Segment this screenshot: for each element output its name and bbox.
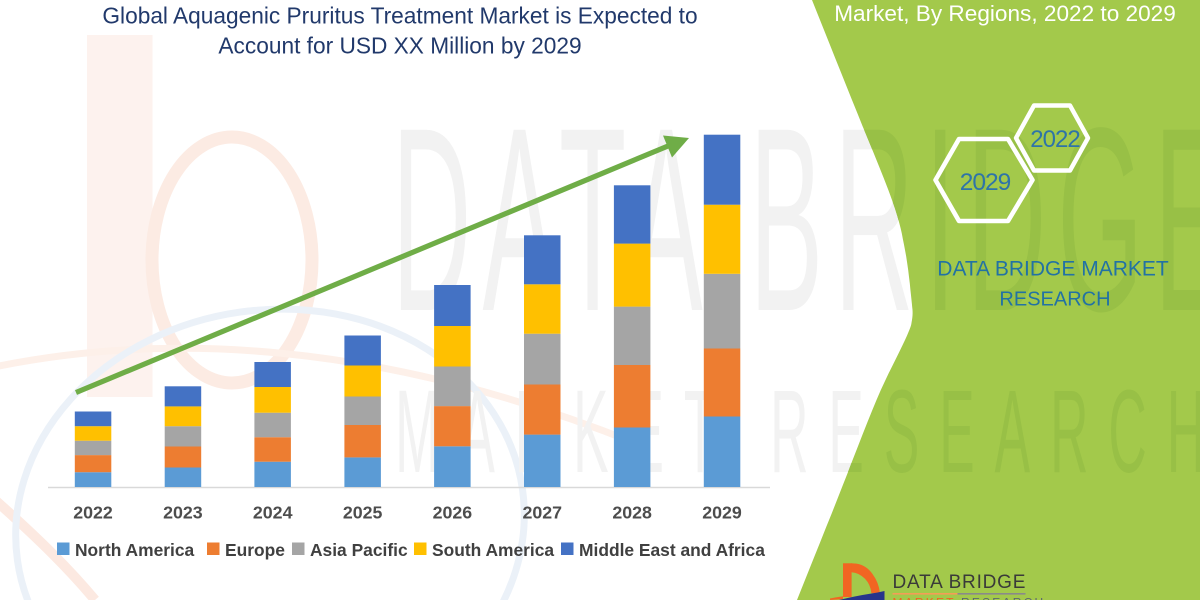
svg-text:2025: 2025 — [343, 503, 383, 523]
svg-text:Asia Pacific: Asia Pacific — [310, 540, 408, 560]
svg-text:2028: 2028 — [612, 503, 652, 523]
svg-text:2026: 2026 — [433, 503, 473, 523]
svg-text:Account for USD XX Million by: Account for USD XX Million by 2029 — [218, 32, 581, 58]
svg-text:2027: 2027 — [523, 503, 563, 523]
svg-text:Market, By Regions, 2022 to 20: Market, By Regions, 2022 to 2029 — [834, 1, 1176, 26]
svg-text:RESEARCH: RESEARCH — [999, 289, 1110, 311]
svg-text:DATA BRIDGE: DATA BRIDGE — [893, 572, 1027, 593]
svg-text:North America: North America — [75, 540, 195, 560]
svg-text:2029: 2029 — [960, 169, 1011, 196]
svg-text:Global Aquagenic Pruritus Trea: Global Aquagenic Pruritus Treatment Mark… — [102, 2, 697, 28]
svg-text:MARKET RESEARCH: MARKET RESEARCH — [893, 596, 1046, 601]
svg-text:2022: 2022 — [1030, 126, 1080, 153]
svg-text:2023: 2023 — [163, 503, 203, 523]
svg-text:2024: 2024 — [253, 503, 293, 523]
svg-text:Europe: Europe — [225, 540, 285, 560]
svg-text:South America: South America — [432, 540, 554, 560]
svg-text:DATA BRIDGE MARKET: DATA BRIDGE MARKET — [937, 257, 1169, 280]
svg-text:2029: 2029 — [702, 503, 742, 523]
svg-text:Middle East and Africa: Middle East and Africa — [579, 540, 765, 560]
svg-text:2022: 2022 — [73, 503, 113, 523]
